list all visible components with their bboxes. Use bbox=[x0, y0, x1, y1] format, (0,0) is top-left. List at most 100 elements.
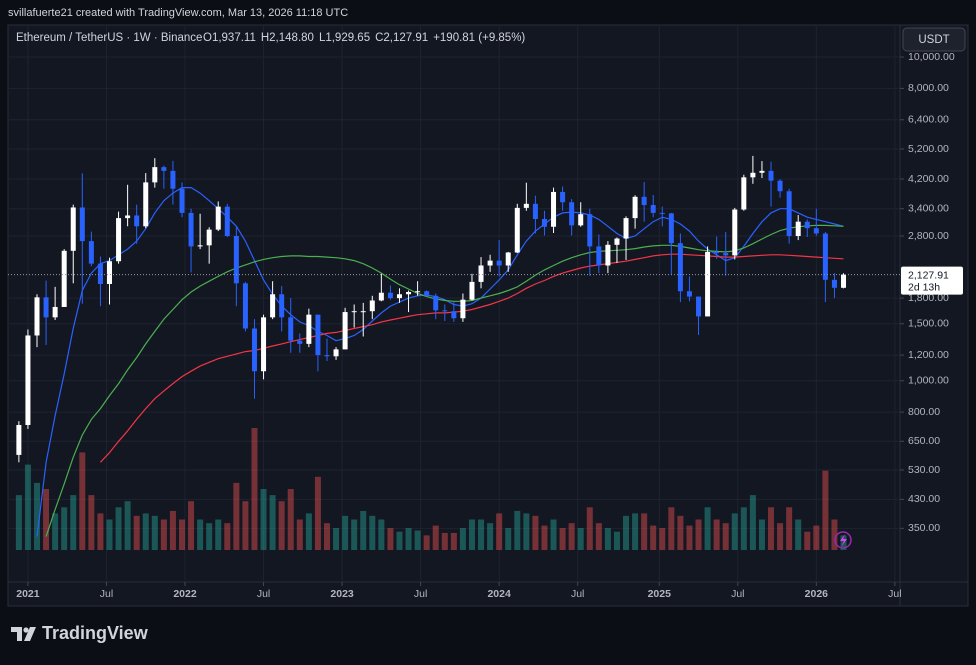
moving-average bbox=[99, 253, 844, 463]
candle-body bbox=[532, 203, 538, 219]
candle-body bbox=[451, 311, 457, 319]
countdown: 2d 13h bbox=[908, 281, 940, 293]
x-tick-label: 2024 bbox=[487, 588, 511, 600]
volume-bar bbox=[478, 519, 485, 550]
alert-bolt bbox=[840, 534, 847, 547]
volume-bar bbox=[768, 507, 775, 550]
candle-body bbox=[723, 253, 729, 256]
y-tick-label: 1,800.00 bbox=[908, 292, 949, 304]
volume-bar bbox=[586, 507, 593, 550]
candle-body bbox=[279, 294, 285, 318]
volume-bar bbox=[224, 523, 231, 550]
x-tick-label: 2023 bbox=[330, 588, 354, 600]
candle-body bbox=[786, 191, 792, 236]
x-tick-label: Jul bbox=[100, 588, 113, 600]
volume-bar bbox=[151, 515, 158, 550]
candle-body bbox=[179, 188, 185, 213]
candle-body bbox=[261, 317, 267, 372]
y-tick-label: 10,000.00 bbox=[908, 51, 955, 63]
volume-bar bbox=[604, 528, 611, 550]
candle-body bbox=[623, 218, 629, 239]
volume-bar bbox=[278, 501, 285, 550]
candle-body bbox=[478, 265, 484, 282]
volume-bar bbox=[142, 513, 149, 550]
candle-body bbox=[659, 212, 665, 214]
candle-body bbox=[541, 218, 547, 227]
volume-bar bbox=[169, 510, 176, 550]
volume-bar bbox=[623, 515, 630, 550]
candle-body bbox=[523, 203, 529, 208]
volume-bar bbox=[233, 482, 240, 550]
volume-bar bbox=[487, 523, 494, 550]
candle-body bbox=[424, 291, 430, 296]
candle-body bbox=[732, 209, 738, 256]
volume-bar bbox=[577, 528, 584, 550]
candle-body bbox=[433, 295, 439, 311]
moving-average bbox=[36, 187, 844, 537]
volume-bar bbox=[52, 513, 59, 550]
candle-body bbox=[650, 205, 656, 213]
volume-bar bbox=[568, 523, 575, 550]
candle-body bbox=[705, 251, 711, 317]
volume-bar bbox=[269, 495, 276, 550]
candle-body bbox=[242, 283, 248, 329]
x-tick-label: 2025 bbox=[648, 588, 672, 600]
candle-body bbox=[641, 196, 647, 206]
volume-bar bbox=[43, 489, 50, 550]
volume-bar bbox=[595, 523, 602, 550]
candle-body bbox=[288, 317, 294, 341]
y-tick-label: 8,000.00 bbox=[908, 82, 949, 94]
candle-body bbox=[560, 191, 566, 203]
candle-body bbox=[632, 196, 638, 219]
candle-body bbox=[469, 281, 475, 300]
volume-bar bbox=[369, 515, 376, 550]
candle-body bbox=[106, 261, 112, 285]
last-price-box bbox=[901, 266, 963, 295]
candle-body bbox=[569, 202, 575, 226]
candle-body bbox=[351, 311, 357, 313]
volume-bar bbox=[613, 531, 620, 550]
volume-bar bbox=[559, 528, 566, 550]
attribution: svillafuerte21 created with TradingView.… bbox=[8, 7, 348, 19]
change-value: +190.81 (+9.85%) bbox=[433, 32, 525, 44]
x-tick-label: Jul bbox=[731, 588, 744, 600]
volume-bar bbox=[441, 532, 448, 550]
volume-bar bbox=[178, 519, 185, 550]
candle-body bbox=[34, 297, 40, 336]
logo-mark bbox=[11, 627, 36, 641]
candle-body bbox=[677, 243, 683, 292]
candle-body bbox=[804, 221, 810, 229]
volume-bar bbox=[396, 531, 403, 550]
volume-bar bbox=[360, 510, 367, 550]
volume-bar bbox=[777, 523, 784, 550]
candle-body bbox=[378, 292, 384, 301]
volume-bar bbox=[387, 528, 394, 550]
volume-bar bbox=[505, 528, 512, 550]
currency-button[interactable] bbox=[902, 27, 966, 52]
volume-bar bbox=[378, 519, 385, 550]
volume-bar bbox=[468, 519, 475, 550]
ohlc-value: H2,148.80 bbox=[261, 32, 314, 44]
candle-body bbox=[43, 297, 49, 318]
volume-bar bbox=[786, 507, 793, 550]
y-tick-label: 530.00 bbox=[908, 464, 940, 476]
candle-layer bbox=[16, 155, 847, 463]
y-tick-label: 1,500.00 bbox=[908, 318, 949, 330]
volume-bar bbox=[641, 513, 648, 550]
candle-body bbox=[61, 250, 67, 307]
candle-body bbox=[297, 340, 303, 344]
candle-body bbox=[52, 306, 58, 318]
ohlc-value: C2,127.91 bbox=[375, 32, 428, 44]
volume-bar bbox=[260, 489, 267, 550]
alert-icon[interactable] bbox=[834, 531, 852, 549]
volume-bar bbox=[514, 510, 521, 550]
x-tick-label: 2026 bbox=[805, 588, 829, 600]
volume-bar bbox=[677, 515, 684, 550]
moving-average bbox=[45, 224, 844, 537]
candle-body bbox=[25, 335, 31, 425]
volume-bar bbox=[79, 452, 86, 550]
candle-body bbox=[333, 349, 339, 357]
currency-label[interactable]: USDT bbox=[918, 34, 949, 46]
candle-body bbox=[741, 177, 747, 210]
